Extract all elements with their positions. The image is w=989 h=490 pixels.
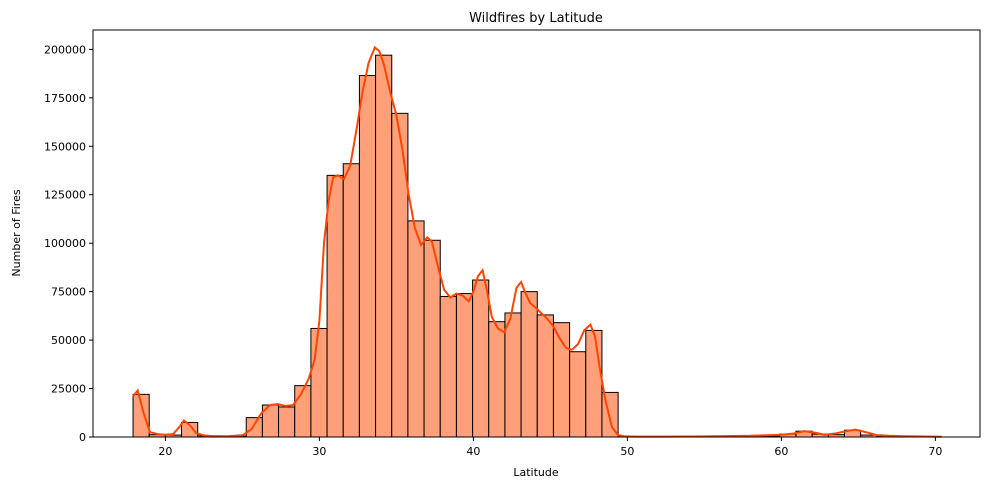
histogram-bar <box>455 293 474 438</box>
x-tick-label: 40 <box>466 445 480 458</box>
y-axis-ticks: 0 25000 50000 75000 100000 125000 150000 175000… <box>44 43 93 444</box>
histogram-bar <box>310 327 328 438</box>
x-tick-label: 70 <box>928 445 942 458</box>
histogram-bar <box>278 406 296 438</box>
y-tick-label: 175000 <box>44 92 86 105</box>
histogram-bar <box>536 314 554 438</box>
histogram-bar <box>439 295 457 438</box>
x-tick-label: 60 <box>774 445 788 458</box>
y-tick-label: 25000 <box>51 383 86 396</box>
y-tick-label: 50000 <box>51 334 86 347</box>
plot-frame <box>92 29 981 438</box>
histogram-bar <box>391 112 409 438</box>
x-tick-label: 20 <box>158 445 172 458</box>
y-tick-label: 100000 <box>44 237 86 250</box>
histogram-bar <box>488 321 506 438</box>
histogram-bar <box>326 174 344 438</box>
chart-title: Wildfires by Latitude <box>469 11 603 26</box>
x-axis-label: Latitude <box>513 466 559 479</box>
y-tick-label: 75000 <box>51 286 86 299</box>
x-axis-ticks: 20 30 40 50 60 70 <box>158 437 942 458</box>
histogram-bar <box>585 329 603 438</box>
histogram-bar <box>358 75 377 438</box>
histogram-bar <box>245 417 263 438</box>
histogram-bar <box>375 54 393 438</box>
histogram-bars <box>132 54 943 438</box>
histogram-bar <box>407 220 425 438</box>
x-tick-label: 50 <box>620 445 634 458</box>
y-tick-label: 125000 <box>44 189 86 202</box>
x-tick-label: 30 <box>312 445 326 458</box>
histogram-bar <box>569 351 587 438</box>
y-tick-label: 0 <box>79 431 86 444</box>
y-axis-label: Number of Fires <box>10 189 23 276</box>
y-tick-label: 200000 <box>44 43 86 56</box>
histogram-bar <box>520 291 538 438</box>
histogram-bar <box>342 163 360 438</box>
y-tick-label: 150000 <box>44 140 86 153</box>
histogram-bar <box>472 279 490 438</box>
histogram-bar <box>504 312 522 438</box>
histogram-bar <box>294 385 312 438</box>
